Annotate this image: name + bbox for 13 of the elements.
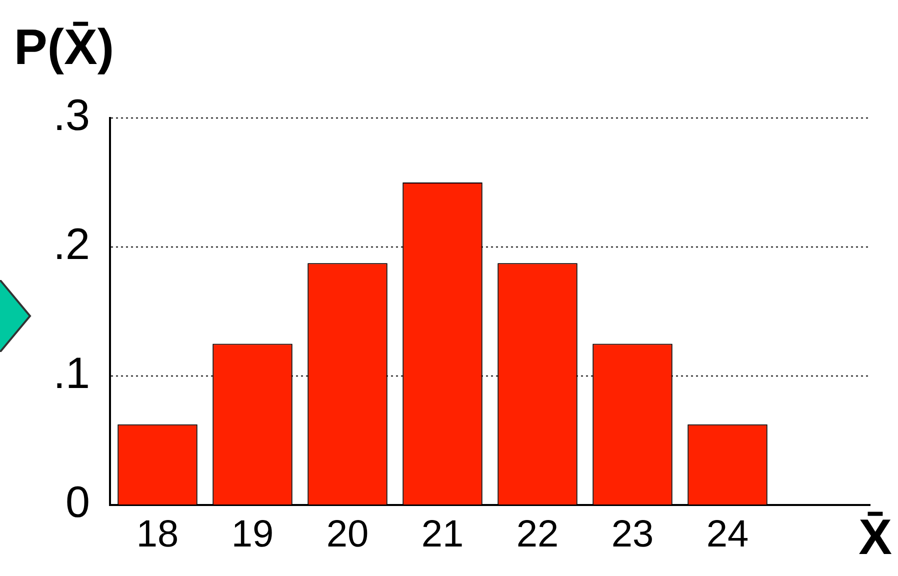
x-tick-label: 22 <box>516 513 559 556</box>
y-tick-label: 0 <box>66 478 90 528</box>
y-tick-label: .2 <box>53 220 90 270</box>
x-tick-label: 20 <box>326 513 369 556</box>
y-tick-label: .3 <box>53 91 90 140</box>
x-axis-title: X̄ <box>858 508 892 566</box>
x-tick-label: 21 <box>421 513 464 556</box>
x-tick-label: 18 <box>136 513 179 556</box>
x-tick-label: 19 <box>231 513 274 556</box>
y-axis-title: P(X̄) <box>14 18 114 76</box>
x-tick-label: 23 <box>611 513 654 556</box>
x-tick-label: 24 <box>706 513 749 556</box>
y-tick-label: .1 <box>53 349 90 398</box>
